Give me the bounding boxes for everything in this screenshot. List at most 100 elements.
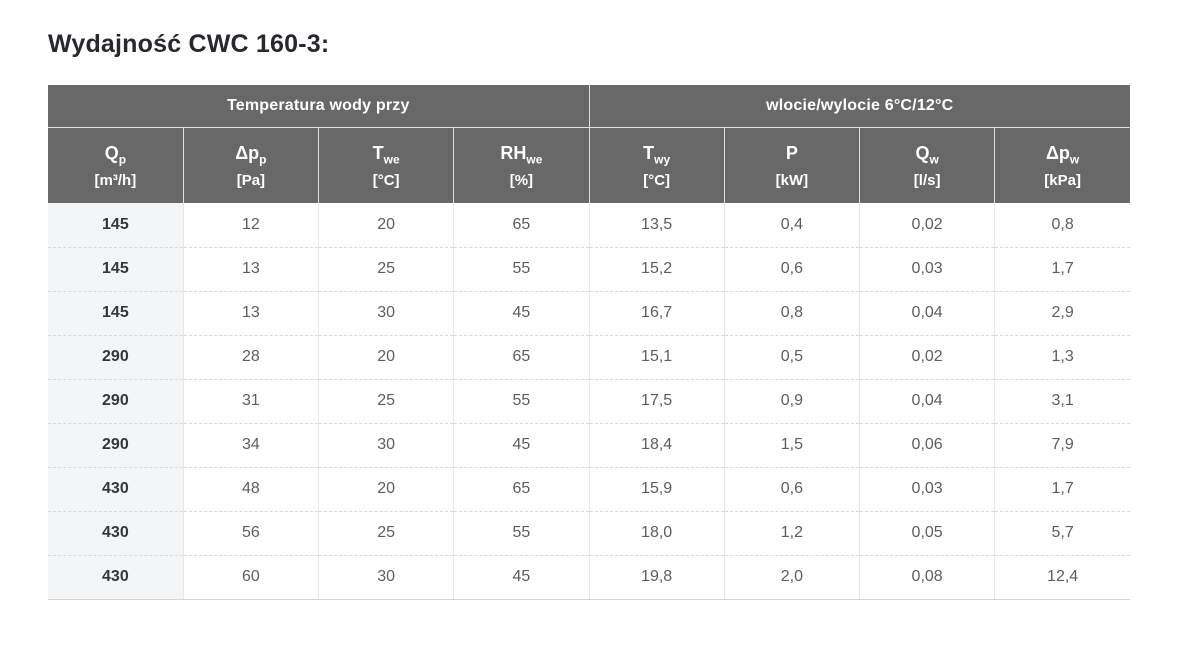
- table-row: 290 31 25 55 17,5 0,9 0,04 3,1: [48, 378, 1130, 423]
- table-cell: 430: [48, 510, 184, 555]
- column-symbol: Δpw: [995, 142, 1130, 168]
- column-symbol-sub: w: [1069, 152, 1080, 167]
- table-cell: 145: [48, 290, 184, 335]
- page: Wydajność CWC 160-3: Temperatura wody pr…: [48, 30, 1130, 600]
- table-cell: 0,06: [858, 422, 995, 467]
- table-cell: 7,9: [994, 422, 1130, 467]
- column-symbol: Twy: [590, 142, 724, 168]
- table-cell: 0,02: [858, 334, 995, 379]
- table-cell: 290: [48, 378, 184, 423]
- column-unit: [°C]: [643, 171, 671, 189]
- table-body: 145 12 20 65 13,5 0,4 0,02 0,8 145 13 25…: [48, 203, 1130, 600]
- table-cell: 2,9: [994, 290, 1130, 335]
- table-cell: 20: [317, 466, 454, 511]
- column-symbol: Δpp: [184, 142, 318, 168]
- table-cell: 0,6: [723, 246, 860, 291]
- table-cell: 20: [317, 334, 454, 379]
- table-cell: 1,7: [994, 246, 1130, 291]
- column-unit: [Pa]: [236, 171, 266, 189]
- table-head: Temperatura wody przy wlocie/wylocie 6°C…: [48, 85, 1130, 203]
- table-cell: 12,4: [994, 554, 1130, 600]
- table-cell: 15,9: [588, 466, 725, 511]
- table-cell: 20: [317, 203, 454, 247]
- table-cell: 45: [453, 290, 589, 335]
- column-header-row: Qp [m³/h] Δpp [Pa] Twe [°C] RHwe [%] Twy: [48, 126, 1130, 203]
- table-cell: 0,6: [723, 466, 860, 511]
- table-cell: 5,7: [994, 510, 1130, 555]
- column-symbol-base: T: [372, 142, 384, 163]
- table-cell: 55: [453, 378, 589, 423]
- table-row: 145 13 25 55 15,2 0,6 0,03 1,7: [48, 246, 1130, 291]
- group-header-wlocie-wylocie: wlocie/wylocie 6°C/12°C: [588, 85, 1130, 127]
- table-row: 145 13 30 45 16,7 0,8 0,04 2,9: [48, 290, 1130, 335]
- column-symbol: Twe: [319, 142, 453, 168]
- column-unit: [l/s]: [913, 171, 941, 189]
- column-symbol: Qw: [860, 142, 994, 168]
- table-cell: 28: [182, 334, 319, 379]
- performance-table: Temperatura wody przy wlocie/wylocie 6°C…: [48, 85, 1130, 600]
- table-cell: 18,4: [588, 422, 725, 467]
- table-cell: 0,04: [858, 290, 995, 335]
- column-header-twe: Twe [°C]: [317, 126, 454, 203]
- table-cell: 145: [48, 246, 184, 291]
- table-cell: 34: [182, 422, 319, 467]
- column-symbol-base: P: [785, 142, 798, 163]
- table-cell: 13: [182, 246, 319, 291]
- table-cell: 55: [453, 510, 589, 555]
- table-cell: 65: [453, 203, 589, 247]
- column-header-rhwe: RHwe [%]: [453, 126, 589, 203]
- column-header-qw: Qw [l/s]: [858, 126, 995, 203]
- column-symbol: RHwe: [454, 142, 588, 168]
- table-cell: 0,8: [723, 290, 860, 335]
- column-symbol-base: Q: [915, 142, 930, 163]
- table-cell: 0,04: [858, 378, 995, 423]
- column-symbol-base: RH: [500, 142, 527, 163]
- table-cell: 48: [182, 466, 319, 511]
- column-unit: [m³/h]: [94, 171, 137, 189]
- column-header-p: P [kW]: [723, 126, 860, 203]
- table-cell: 1,2: [723, 510, 860, 555]
- table-cell: 25: [317, 378, 454, 423]
- column-symbol-base: Δp: [235, 142, 260, 163]
- table-cell: 1,5: [723, 422, 860, 467]
- column-symbol-base: T: [643, 142, 655, 163]
- group-header-row: Temperatura wody przy wlocie/wylocie 6°C…: [48, 85, 1130, 127]
- column-unit: [°C]: [372, 171, 400, 189]
- table-cell: 45: [453, 422, 589, 467]
- table-cell: 30: [317, 554, 454, 600]
- table-row: 290 34 30 45 18,4 1,5 0,06 7,9: [48, 422, 1130, 467]
- table-cell: 18,0: [588, 510, 725, 555]
- table-cell: 13,5: [588, 203, 725, 247]
- group-header-temperatura-wody: Temperatura wody przy: [48, 85, 589, 127]
- table-cell: 290: [48, 334, 184, 379]
- column-symbol: P: [725, 142, 859, 168]
- table-cell: 25: [317, 246, 454, 291]
- table-cell: 56: [182, 510, 319, 555]
- table-cell: 55: [453, 246, 589, 291]
- column-symbol-base: Δp: [1045, 142, 1070, 163]
- table-row: 430 56 25 55 18,0 1,2 0,05 5,7: [48, 510, 1130, 555]
- column-symbol: Qp: [48, 142, 183, 168]
- table-cell: 1,7: [994, 466, 1130, 511]
- column-symbol-sub: we: [526, 152, 543, 167]
- column-unit: [kW]: [775, 171, 809, 189]
- table-cell: 1,3: [994, 334, 1130, 379]
- table-cell: 0,03: [858, 246, 995, 291]
- table-cell: 65: [453, 334, 589, 379]
- table-cell: 3,1: [994, 378, 1130, 423]
- table-cell: 2,0: [723, 554, 860, 600]
- table-row: 290 28 20 65 15,1 0,5 0,02 1,3: [48, 334, 1130, 379]
- column-symbol-base: Q: [104, 142, 119, 163]
- table-cell: 290: [48, 422, 184, 467]
- column-symbol-sub: we: [383, 152, 400, 167]
- column-header-dpp: Δpp [Pa]: [182, 126, 319, 203]
- table-cell: 0,5: [723, 334, 860, 379]
- table-cell: 430: [48, 466, 184, 511]
- table-cell: 0,9: [723, 378, 860, 423]
- table-cell: 15,2: [588, 246, 725, 291]
- column-symbol-sub: w: [929, 152, 939, 167]
- table-cell: 13: [182, 290, 319, 335]
- table-cell: 25: [317, 510, 454, 555]
- table-cell: 0,08: [858, 554, 995, 600]
- column-symbol-sub: p: [259, 152, 267, 167]
